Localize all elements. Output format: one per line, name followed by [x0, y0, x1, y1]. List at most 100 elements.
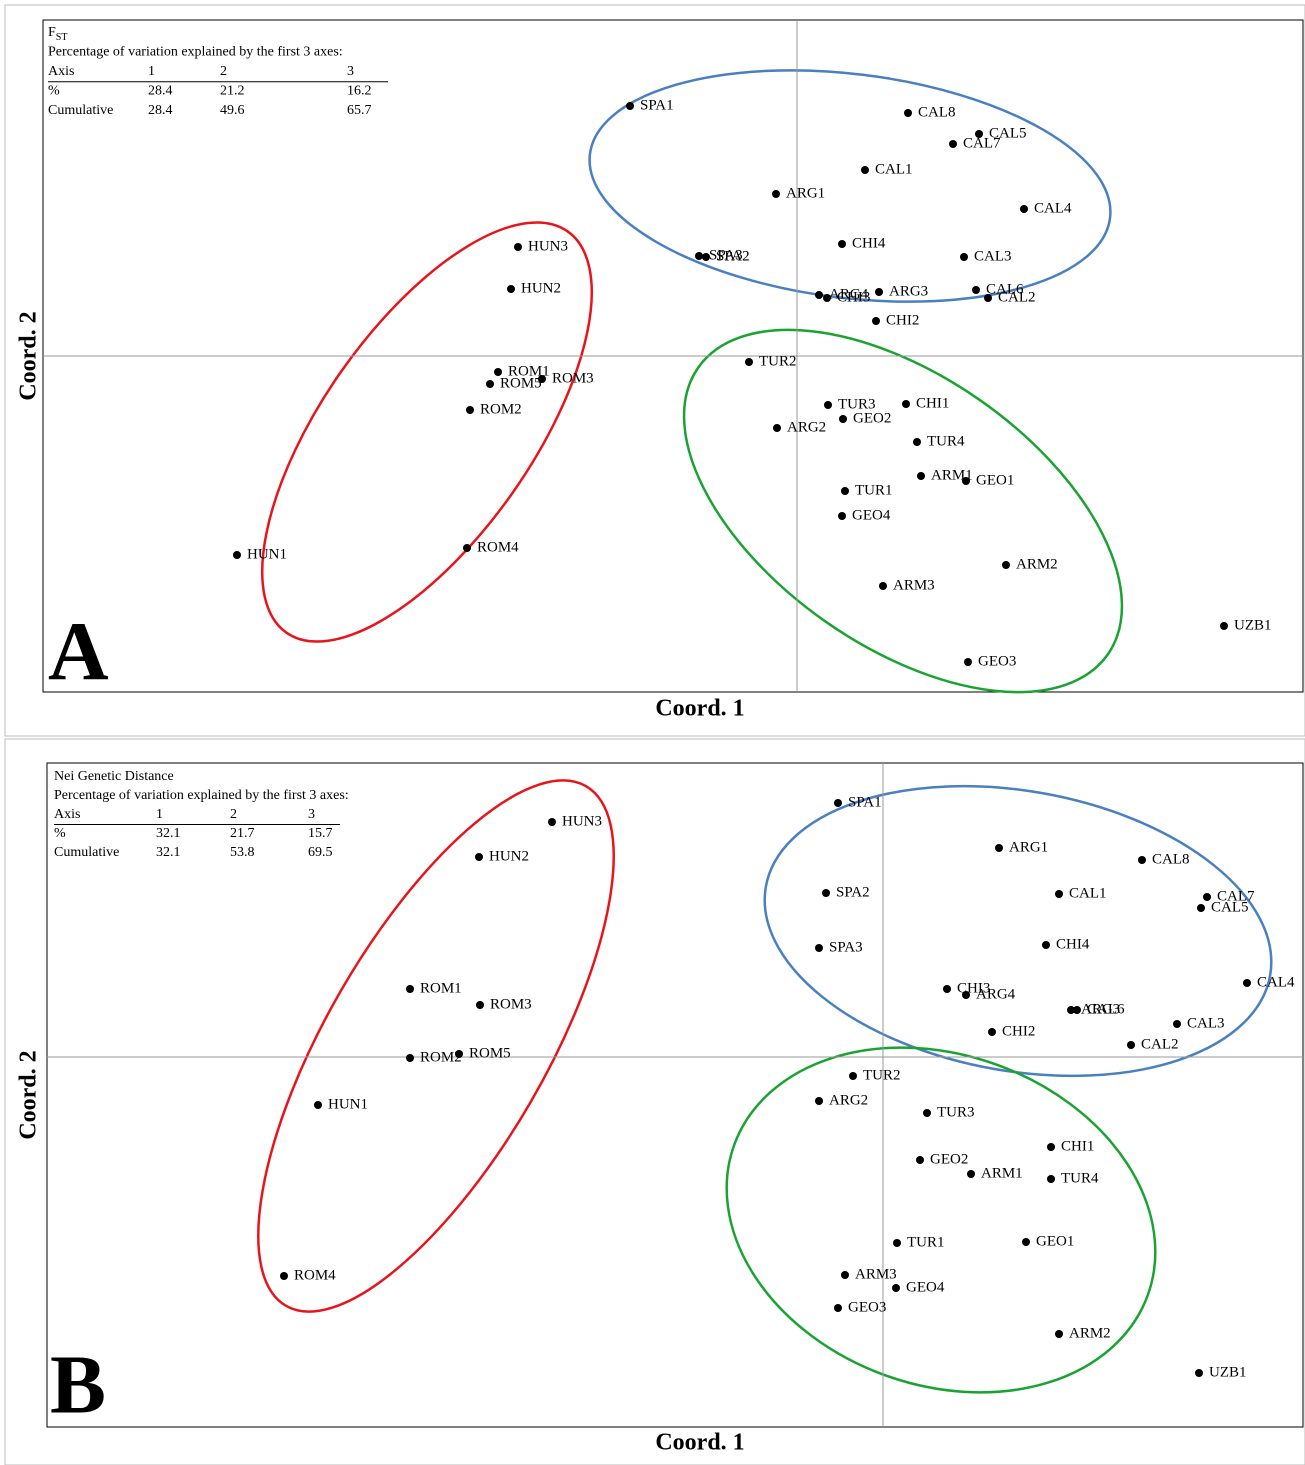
group-ellipse: [588, 69, 1112, 303]
table-cell: 28.4: [148, 103, 173, 118]
point: [745, 358, 753, 366]
point: [861, 166, 869, 174]
point-label: CHI4: [852, 235, 886, 251]
point: [984, 294, 992, 302]
point: [538, 375, 546, 383]
point: [772, 190, 780, 198]
point: [455, 1050, 463, 1058]
point-label: ROM4: [294, 1267, 336, 1283]
point-label: ROM2: [480, 401, 522, 417]
table-header: Axis: [48, 64, 74, 79]
table-header: Axis: [54, 807, 80, 822]
table-cell: 49.6: [220, 103, 245, 118]
point-label: CAL3: [974, 248, 1012, 264]
point-label: ARG4: [829, 286, 869, 302]
point: [872, 317, 880, 325]
point: [879, 582, 887, 590]
point: [1042, 941, 1050, 949]
point-label: CAL5: [989, 125, 1027, 141]
point-label: ARG2: [787, 419, 826, 435]
point: [494, 368, 502, 376]
point-label: ARG4: [976, 986, 1016, 1002]
point: [1047, 1143, 1055, 1151]
point-label: TUR4: [927, 433, 965, 449]
table-cell: 15.7: [308, 826, 333, 841]
group-ellipse: [725, 1046, 1157, 1394]
point: [695, 252, 703, 260]
point-label: TUR3: [937, 1104, 975, 1120]
point-label: CAL2: [1141, 1036, 1179, 1052]
table-cell: Cumulative: [48, 103, 113, 118]
point-label: CHI1: [916, 395, 949, 411]
panel-label: B: [50, 1338, 106, 1431]
panel-label: A: [48, 605, 109, 698]
point: [1073, 1006, 1081, 1014]
point: [893, 1239, 901, 1247]
point: [1197, 904, 1205, 912]
point: [838, 512, 846, 520]
point-label: ARM3: [893, 577, 935, 593]
point: [875, 288, 883, 296]
table-cell: 53.8: [230, 845, 255, 860]
point: [702, 253, 710, 261]
point: [923, 1109, 931, 1117]
table-header: 1: [148, 64, 155, 79]
point-label: ROM2: [420, 1049, 462, 1065]
table-cell: 21.2: [220, 84, 245, 99]
chart-title: FST: [48, 25, 67, 43]
point: [626, 102, 634, 110]
group-ellipse: [682, 328, 1124, 694]
point-label: GEO2: [930, 1151, 968, 1167]
point-label: ROM5: [500, 375, 542, 391]
point-label: ARM2: [1016, 556, 1058, 572]
point-label: ARM3: [855, 1266, 897, 1282]
point-label: CAL3: [1187, 1015, 1225, 1031]
panel-frame: [4, 738, 1305, 1465]
point-label: SPA1: [640, 97, 674, 113]
point-label: CAL7: [1217, 888, 1255, 904]
point-label: ARM2: [1069, 1325, 1111, 1341]
point-label: SPA2: [836, 884, 870, 900]
point: [1173, 1020, 1181, 1028]
plot-box: [46, 762, 1304, 1428]
point: [849, 1072, 857, 1080]
point-label: HUN2: [521, 280, 561, 296]
point: [892, 1284, 900, 1292]
point: [486, 380, 494, 388]
point: [949, 140, 957, 148]
x-axis-label: Coord. 1: [655, 696, 744, 722]
point: [815, 1097, 823, 1105]
point-label: TUR1: [855, 482, 893, 498]
point: [1138, 856, 1146, 864]
table-header: 2: [220, 64, 227, 79]
point: [475, 853, 483, 861]
point-label: TUR2: [863, 1067, 901, 1083]
point: [995, 844, 1003, 852]
point-label: ROM1: [420, 980, 462, 996]
point: [962, 477, 970, 485]
point-label: TUR3: [838, 396, 876, 412]
point: [233, 551, 241, 559]
x-axis-label: Coord. 1: [655, 1430, 744, 1456]
point: [1067, 1006, 1075, 1014]
table-cell: 21.7: [230, 826, 255, 841]
point-label: TUR1: [907, 1234, 945, 1250]
point-label: ARG3: [1081, 1001, 1120, 1017]
point-label: CAL4: [1034, 200, 1072, 216]
chart-title: Nei Genetic Distance: [54, 769, 174, 784]
table-cell: 65.7: [347, 103, 372, 118]
point: [943, 985, 951, 993]
group-outlines: [257, 69, 1273, 1394]
point: [476, 1001, 484, 1009]
point-label: GEO3: [978, 653, 1016, 669]
point-label: ARG1: [1009, 839, 1048, 855]
point: [1127, 1041, 1135, 1049]
point: [514, 243, 522, 251]
point-label: SPA1: [848, 794, 882, 810]
title-text: F: [48, 25, 56, 40]
point-label: HUN2: [489, 848, 529, 864]
point: [913, 438, 921, 446]
point: [834, 799, 842, 807]
point-label: SPA3: [829, 939, 863, 955]
